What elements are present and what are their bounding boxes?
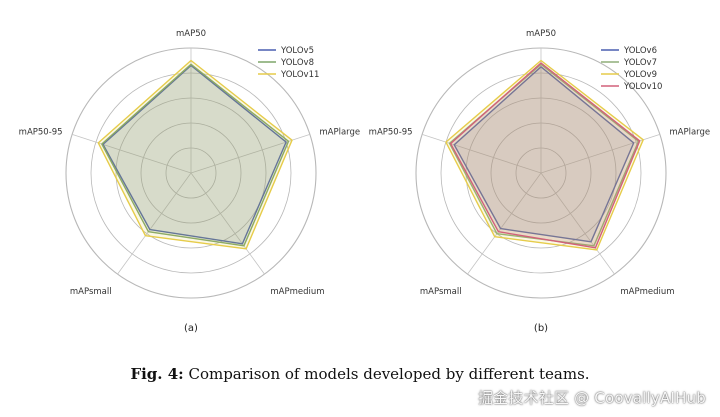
figure-caption: Fig. 4: Comparison of models developed b… <box>0 365 720 383</box>
legend-label-yolov7: YOLOv7 <box>623 58 657 68</box>
axis-label-map50: mAP50 <box>526 29 556 39</box>
series-yolov5-polygon <box>102 64 287 245</box>
axis-label-mapmedium: mAPmedium <box>620 287 674 297</box>
series-yolov10-polygon <box>449 62 641 249</box>
axis-label-map50: mAP50 <box>176 29 206 39</box>
spoke-mapsmall <box>117 172 192 275</box>
caption-text: Comparison of models developed by differ… <box>183 365 590 383</box>
legend-label-yolov10: YOLOv10 <box>623 82 662 92</box>
axis-label-mapmedium: mAPmedium <box>270 287 324 297</box>
axis-label-map50-95: mAP50-95 <box>369 127 413 137</box>
spoke-maplarge <box>190 133 311 174</box>
radar-panel-b: mAP50 mAPlarge mAPmedium mAPsmall mAP50-95 YO… <box>369 29 710 334</box>
legend-label-yolov11: YOLOv11 <box>280 70 319 80</box>
spoke-map50-95 <box>421 133 542 174</box>
axis-label-mapsmall: mAPsmall <box>70 287 112 297</box>
axis-label-map50-95: mAP50-95 <box>19 127 63 137</box>
axis-label-maplarge: mAPlarge <box>319 127 360 137</box>
series-yolov9-polygon <box>445 59 644 251</box>
series-yolov11-polygon <box>97 59 293 250</box>
legend-label-yolov6: YOLOv6 <box>623 46 657 56</box>
series-yolov6-polygon <box>453 66 635 243</box>
spoke-mapmedium <box>540 172 615 275</box>
legend-label-yolov9: YOLOv9 <box>623 70 657 80</box>
caption-label: Fig. 4: <box>130 365 184 383</box>
axis-label-mapsmall: mAPsmall <box>420 287 462 297</box>
watermark: 掘金技术社区 @ CoovallyAIHub <box>477 389 706 407</box>
spoke-mapsmall <box>467 172 542 275</box>
panel-label: (b) <box>534 323 548 334</box>
legend-label-yolov5: YOLOv5 <box>280 46 314 56</box>
spoke-mapmedium <box>190 172 265 275</box>
radar-panel-a: mAP50 mAPlarge mAPmedium mAPsmall mAP50-95 YO… <box>19 29 360 334</box>
axis-label-maplarge: mAPlarge <box>669 127 710 137</box>
panel-label: (a) <box>184 323 198 334</box>
spoke-map50-95 <box>71 133 192 174</box>
legend-label-yolov8: YOLOv8 <box>280 58 314 68</box>
series-yolov8-polygon <box>101 63 290 247</box>
